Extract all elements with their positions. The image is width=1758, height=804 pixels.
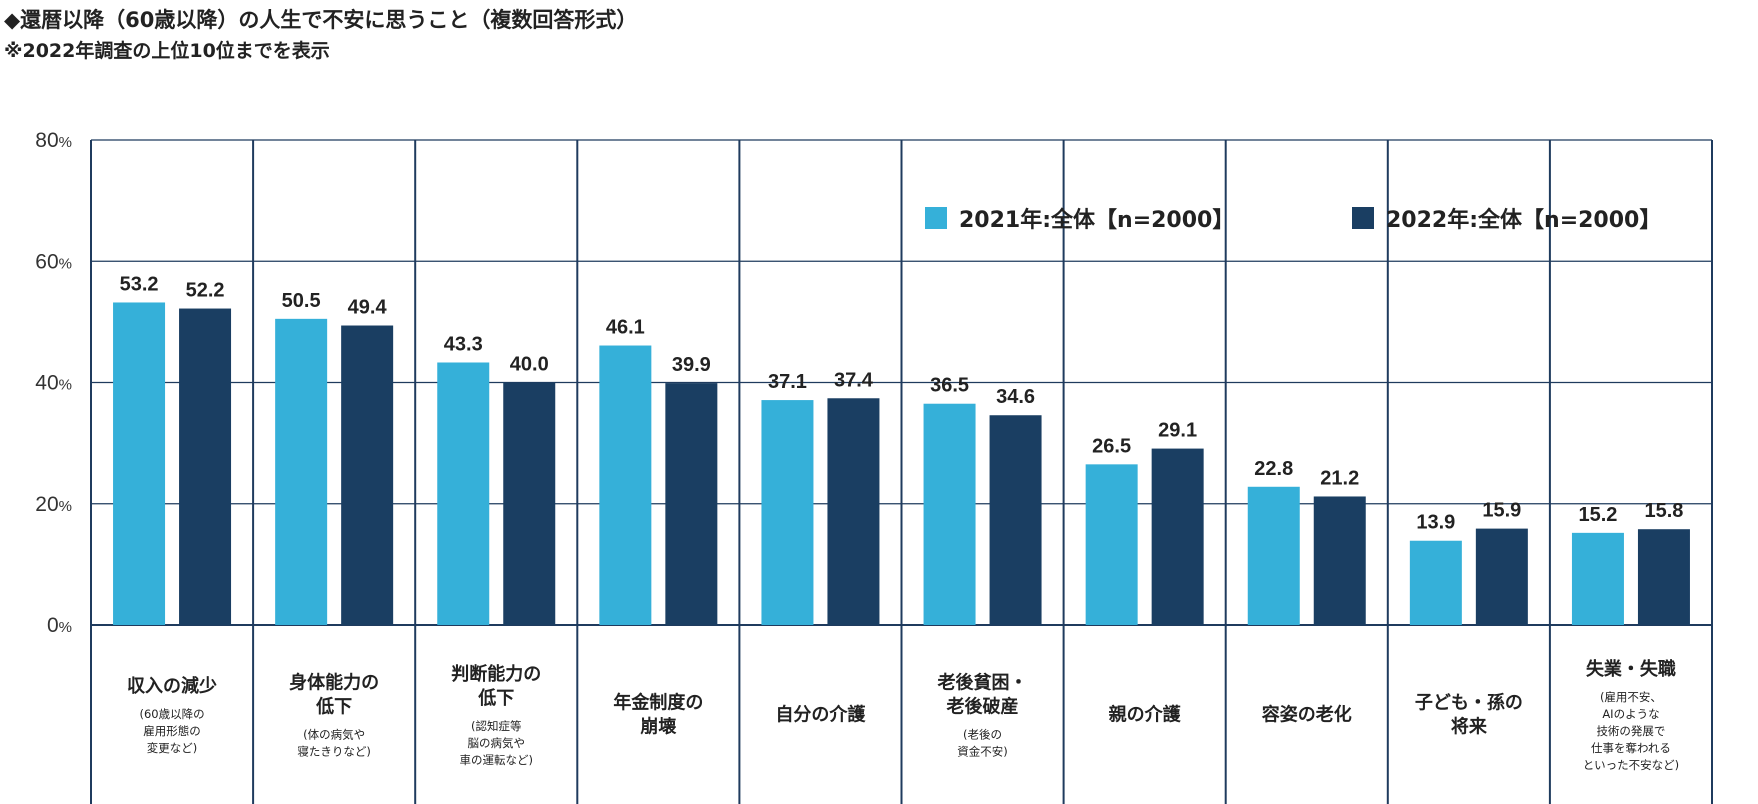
category-note-9-4: といった不安など) — [1583, 758, 1680, 772]
category-note-5-0: (老後の — [963, 728, 1002, 742]
value-label-2022-5: 34.6 — [996, 386, 1035, 408]
bar-2022-0 — [179, 308, 232, 625]
category-note-0-1: 雇用形態の — [143, 724, 201, 738]
bar-2022-9 — [1637, 529, 1690, 625]
value-labels: 53.2 52.2 50.5 49.4 43.3 40.0 46.1 39.9 37.1 37.4… — [120, 273, 1684, 533]
bar-2022-8 — [1475, 528, 1528, 625]
category-name-2-1: 低下 — [477, 687, 514, 709]
bar-2021-0 — [113, 302, 166, 625]
category-note-9-0: (雇用不安、 — [1600, 690, 1662, 704]
category-note-9-3: 仕事を奪われる — [1591, 741, 1671, 755]
category-note-9-1: AIのような — [1602, 707, 1659, 721]
y-tick-label-3: 60% — [35, 250, 72, 273]
bar-2021-9 — [1571, 532, 1624, 625]
value-label-2022-6: 29.1 — [1158, 420, 1197, 442]
value-label-2022-8: 15.9 — [1482, 500, 1521, 522]
chart-bars — [113, 302, 1690, 625]
value-label-2022-0: 52.2 — [186, 280, 225, 302]
y-axis: 0% 20% 40% 60% 80% — [35, 129, 72, 637]
category-note-0-0: (60歳以降の — [139, 707, 204, 721]
category-label-4: 自分の介護 — [775, 704, 866, 726]
category-name-8-0: 子ども・孫の — [1415, 692, 1523, 714]
value-label-2022-4: 37.4 — [834, 369, 874, 391]
bar-2021-3 — [599, 345, 652, 625]
chart-title: ◆還暦以降（60歳以降）の人生で不安に思うこと（複数回答形式） — [4, 8, 638, 32]
legend-swatch-1 — [1352, 207, 1374, 229]
category-name-5-1: 老後破産 — [947, 696, 1019, 718]
value-label-2022-9: 15.8 — [1644, 500, 1683, 522]
value-label-2022-3: 39.9 — [672, 354, 711, 376]
category-name-7-0: 容姿の老化 — [1262, 704, 1352, 726]
category-note-1-1: 寝たきりなど) — [297, 745, 371, 759]
category-label-6: 親の介護 — [1109, 704, 1182, 726]
category-label-7: 容姿の老化 — [1262, 704, 1352, 726]
value-label-2021-8: 13.9 — [1416, 512, 1455, 534]
bar-2022-7 — [1313, 496, 1366, 625]
y-tick-label-4: 80% — [35, 129, 72, 152]
category-note-0-2: 変更など) — [147, 741, 198, 755]
legend: 2021年:全体【n=2000】 2022年:全体【n=2000】 — [925, 207, 1661, 233]
bar-2022-3 — [665, 383, 718, 625]
bar-2021-7 — [1247, 486, 1300, 625]
category-note-1-0: (体の病気や — [303, 728, 365, 742]
value-label-2022-2: 40.0 — [510, 354, 549, 376]
value-label-2022-1: 49.4 — [348, 297, 388, 319]
value-label-2021-5: 36.5 — [930, 375, 969, 397]
value-label-2021-6: 26.5 — [1092, 435, 1131, 457]
y-tick-label-2: 40% — [35, 372, 72, 395]
category-note-5-1: 資金不安) — [957, 745, 1008, 759]
category-labels: 収入の減少(60歳以降の雇用形態の変更など)身体能力の低下(体の病気や寝たきりな… — [127, 658, 1679, 772]
value-label-2021-3: 46.1 — [606, 317, 645, 339]
legend-label-1: 2022年:全体【n=2000】 — [1386, 207, 1661, 233]
category-note-2-0: (認知症等 — [471, 719, 522, 733]
category-name-3-0: 年金制度の — [613, 692, 703, 714]
bar-2022-2 — [503, 382, 556, 625]
bar-2021-1 — [275, 318, 328, 625]
value-label-2021-7: 22.8 — [1254, 458, 1293, 480]
value-label-2021-2: 43.3 — [444, 333, 483, 355]
y-tick-label-1: 20% — [35, 493, 72, 516]
chart-subtitle: ※2022年調査の上位10位までを表示 — [4, 40, 330, 62]
bar-2021-5 — [923, 403, 976, 625]
category-note-2-2: 車の運転など) — [460, 753, 534, 767]
category-name-1-1: 低下 — [315, 696, 352, 718]
value-label-2021-9: 15.2 — [1578, 504, 1617, 526]
category-name-8-1: 将来 — [1451, 716, 1488, 738]
legend-label-0: 2021年:全体【n=2000】 — [959, 207, 1234, 233]
category-name-2-0: 判断能力の — [451, 663, 541, 685]
value-label-2022-7: 21.2 — [1320, 467, 1359, 489]
value-label-2021-0: 53.2 — [120, 273, 159, 295]
bar-2021-2 — [437, 362, 490, 625]
bar-2021-6 — [1085, 464, 1138, 625]
category-name-1-0: 身体能力の — [289, 672, 379, 694]
y-tick-label-0: 0% — [47, 614, 72, 637]
category-name-4-0: 自分の介護 — [775, 704, 866, 726]
value-label-2021-1: 50.5 — [282, 290, 321, 312]
bar-2022-1 — [341, 325, 394, 625]
bar-2021-8 — [1409, 540, 1462, 625]
bar-2022-6 — [1151, 448, 1204, 625]
category-note-9-2: 技術の発展で — [1596, 724, 1665, 738]
category-name-5-0: 老後貧困・ — [938, 672, 1028, 694]
category-note-2-1: 脳の病気や — [468, 736, 526, 750]
bar-2022-4 — [827, 398, 880, 625]
category-name-3-1: 崩壊 — [640, 716, 676, 738]
bar-2022-5 — [989, 415, 1042, 625]
value-label-2021-4: 37.1 — [768, 371, 807, 393]
category-name-6-0: 親の介護 — [1109, 704, 1182, 726]
category-name-9-0: 失業・失職 — [1586, 658, 1676, 680]
bar-2021-4 — [761, 400, 814, 625]
category-name-0-0: 収入の減少 — [127, 675, 217, 697]
legend-swatch-0 — [925, 207, 947, 229]
